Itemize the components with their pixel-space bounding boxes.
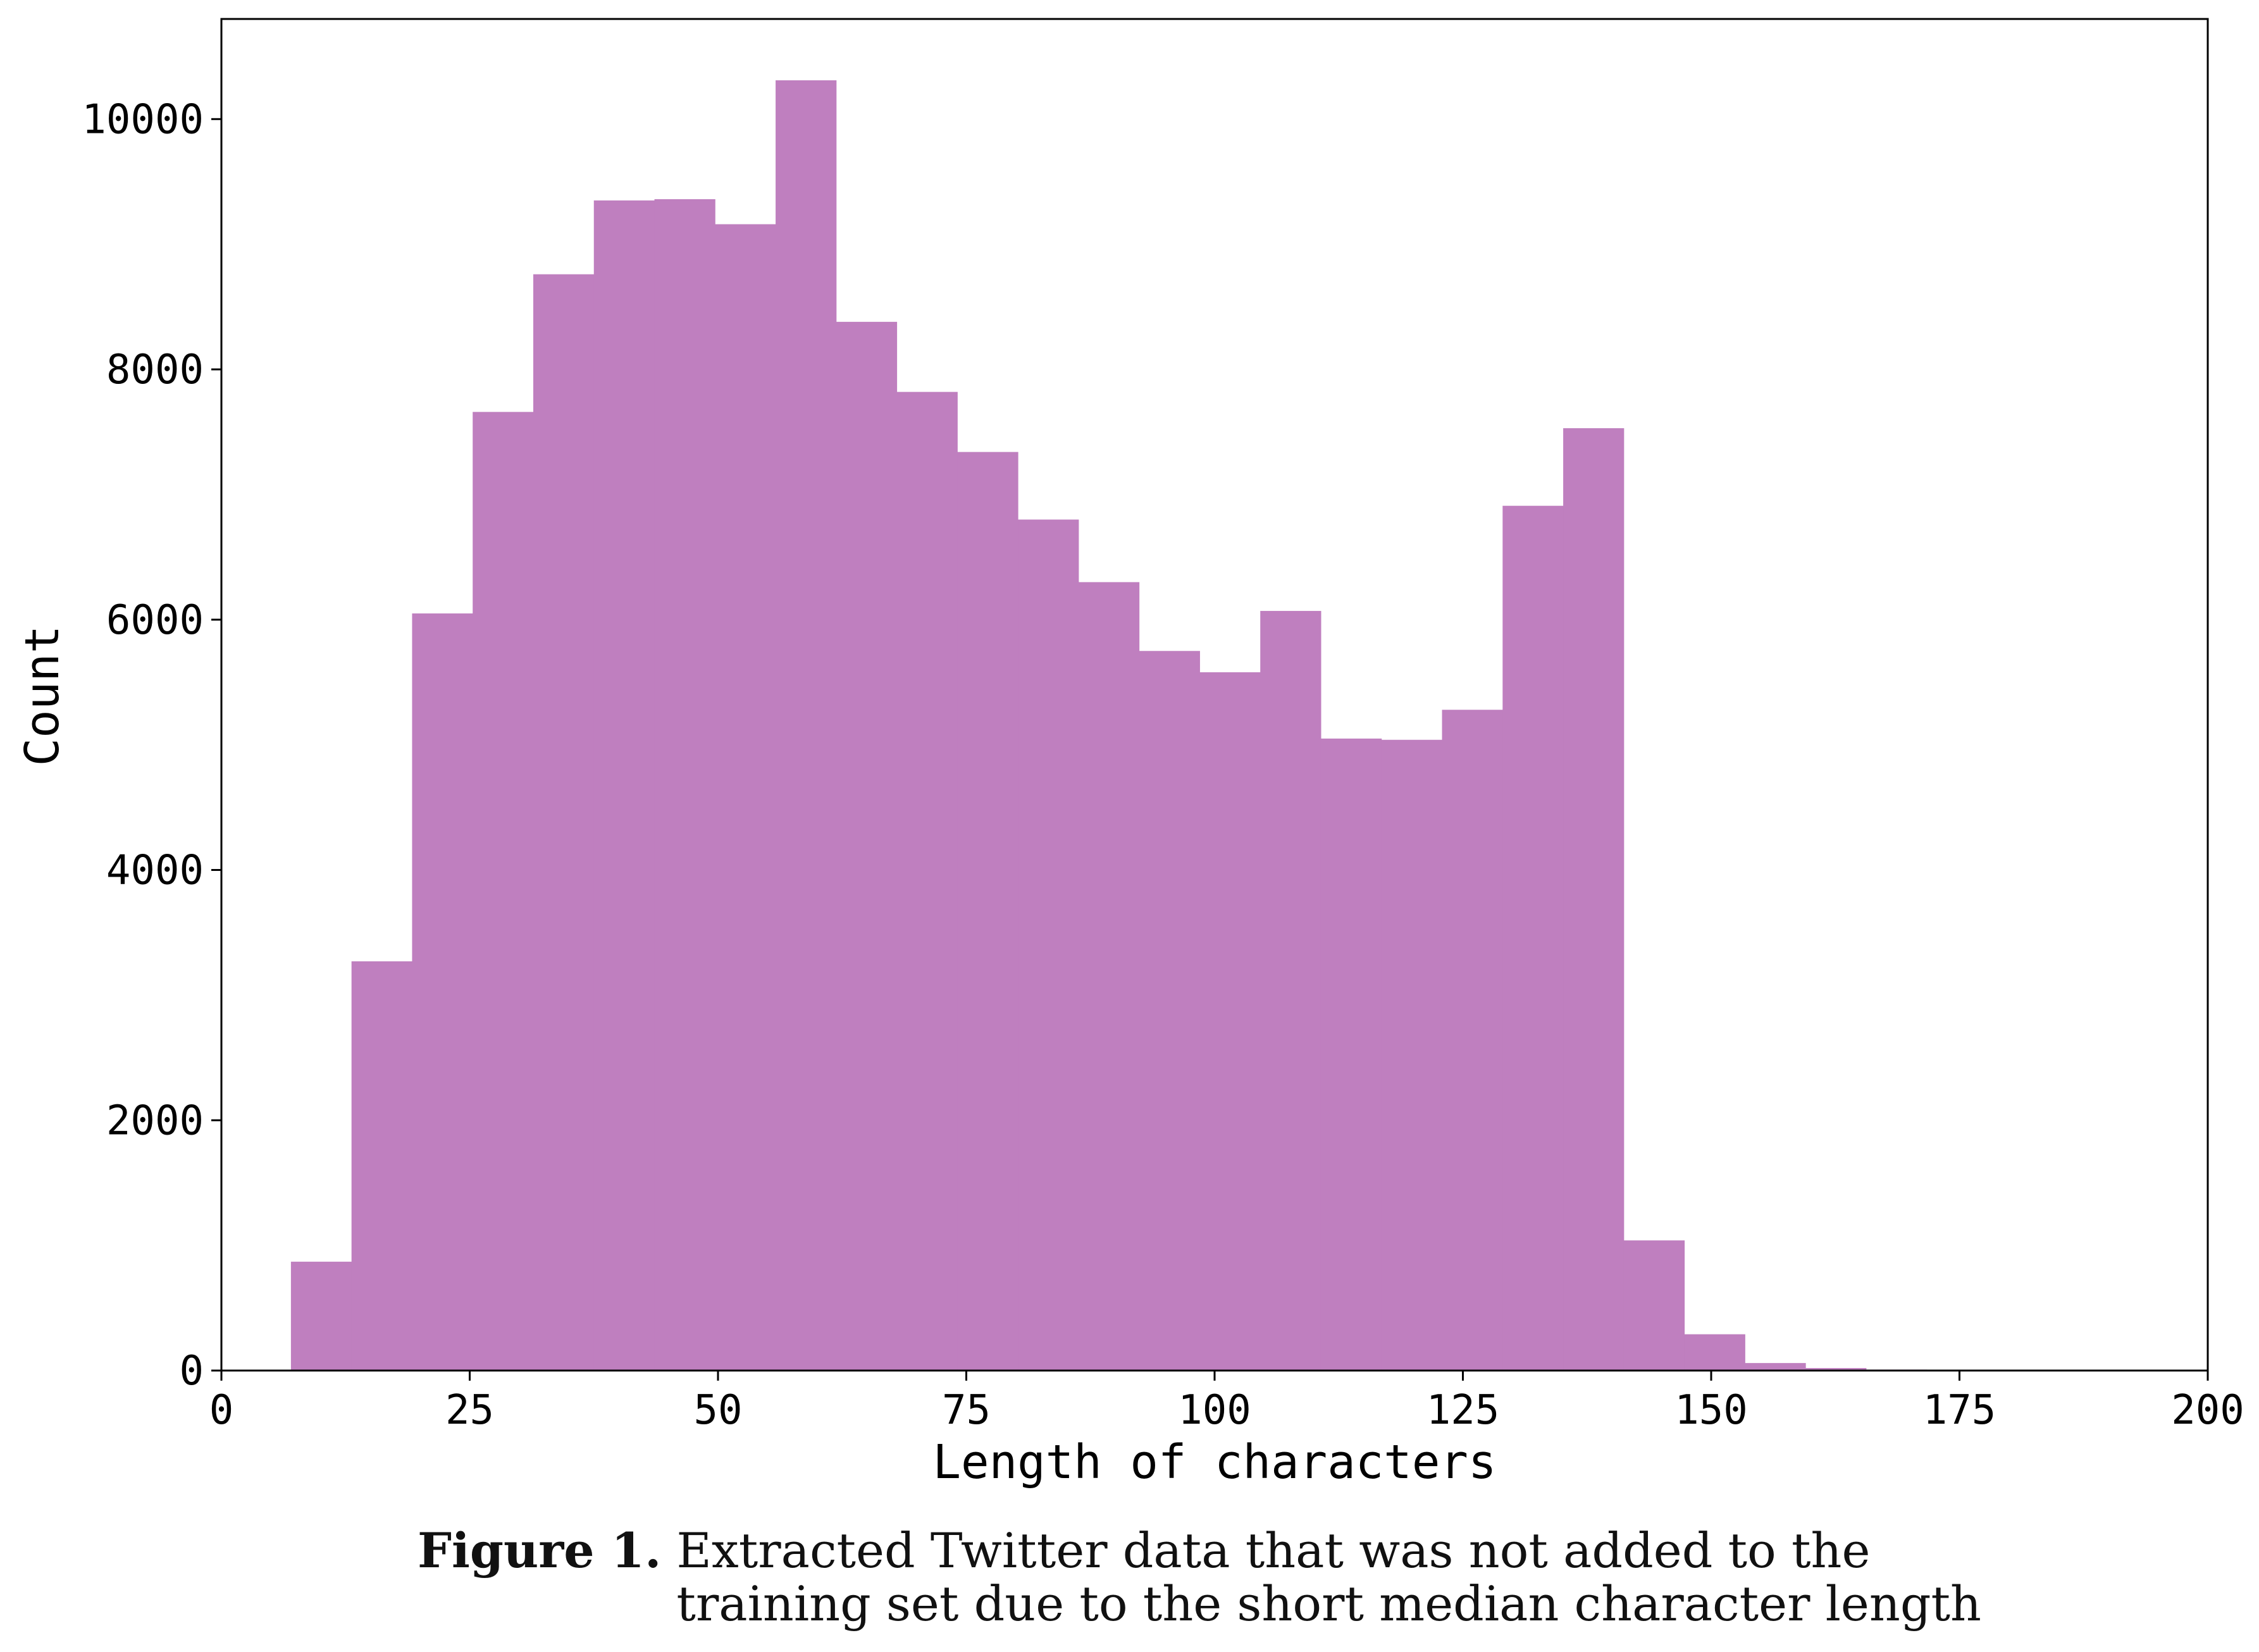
histogram-bar — [533, 274, 595, 1371]
y-axis-ticks: 0 2000 4000 6000 8000 10000 — [82, 96, 221, 1395]
x-tick-label: 50 — [693, 1387, 742, 1434]
histogram-bar — [412, 613, 473, 1371]
histogram-bar — [1623, 1240, 1685, 1371]
histogram-bar — [351, 961, 412, 1371]
caption-label: Figure 1. — [418, 1522, 662, 1579]
caption-text: Extracted Twitter data that was not adde… — [676, 1524, 1981, 1630]
histogram-bar — [1078, 582, 1140, 1371]
figure-caption: Figure 1. Extracted Twitter data that wa… — [418, 1524, 2062, 1630]
y-tick-label: 4000 — [106, 848, 204, 894]
x-tick-label: 25 — [445, 1387, 494, 1434]
histogram-bar — [1320, 738, 1382, 1371]
histogram-bar — [776, 80, 837, 1371]
x-tick-label: 75 — [942, 1387, 991, 1434]
x-tick-label: 175 — [1923, 1387, 1996, 1434]
histogram-bar — [654, 199, 715, 1371]
histogram-bar — [593, 200, 655, 1371]
y-tick-label: 0 — [179, 1348, 204, 1395]
histogram-bar — [1139, 651, 1200, 1371]
histogram-bar — [290, 1261, 352, 1371]
x-axis-label: Length of characters — [932, 1435, 1496, 1489]
histogram-bar — [896, 391, 958, 1371]
histogram-bar — [1199, 672, 1261, 1371]
x-tick-label: 0 — [209, 1387, 234, 1434]
y-tick-label: 2000 — [106, 1097, 204, 1144]
x-tick-label: 125 — [1427, 1387, 1500, 1434]
caption-line-2: training set due to the short median cha… — [676, 1575, 1981, 1632]
histogram-bar — [1442, 710, 1503, 1371]
caption-line-1: Extracted Twitter data that was not adde… — [676, 1522, 1871, 1579]
histogram-bar — [957, 452, 1018, 1371]
histogram-bar — [1745, 1363, 1806, 1371]
histogram-bar — [1018, 519, 1079, 1371]
histogram-bars — [290, 80, 1928, 1371]
histogram-bar — [1684, 1334, 1745, 1371]
histogram-bar — [1805, 1368, 1867, 1371]
y-tick-label: 8000 — [106, 347, 204, 393]
x-tick-label: 150 — [1674, 1387, 1748, 1434]
histogram-bar — [715, 224, 776, 1371]
histogram-bar — [1260, 610, 1321, 1371]
x-tick-label: 100 — [1178, 1387, 1251, 1434]
x-axis-ticks: 0 25 50 75 100 125 150 175 200 — [209, 1371, 2244, 1434]
histogram-bar — [473, 412, 534, 1371]
plot-frame — [220, 18, 2209, 1372]
y-axis-label: Count — [15, 626, 70, 767]
histogram-bar — [1502, 505, 1564, 1371]
x-tick-label: 200 — [2171, 1387, 2244, 1434]
histogram-bar — [836, 321, 898, 1371]
y-tick-label: 6000 — [106, 597, 204, 644]
histogram-bar — [1381, 739, 1443, 1371]
y-tick-label: 10000 — [82, 96, 204, 143]
histogram-bar — [1563, 428, 1625, 1371]
